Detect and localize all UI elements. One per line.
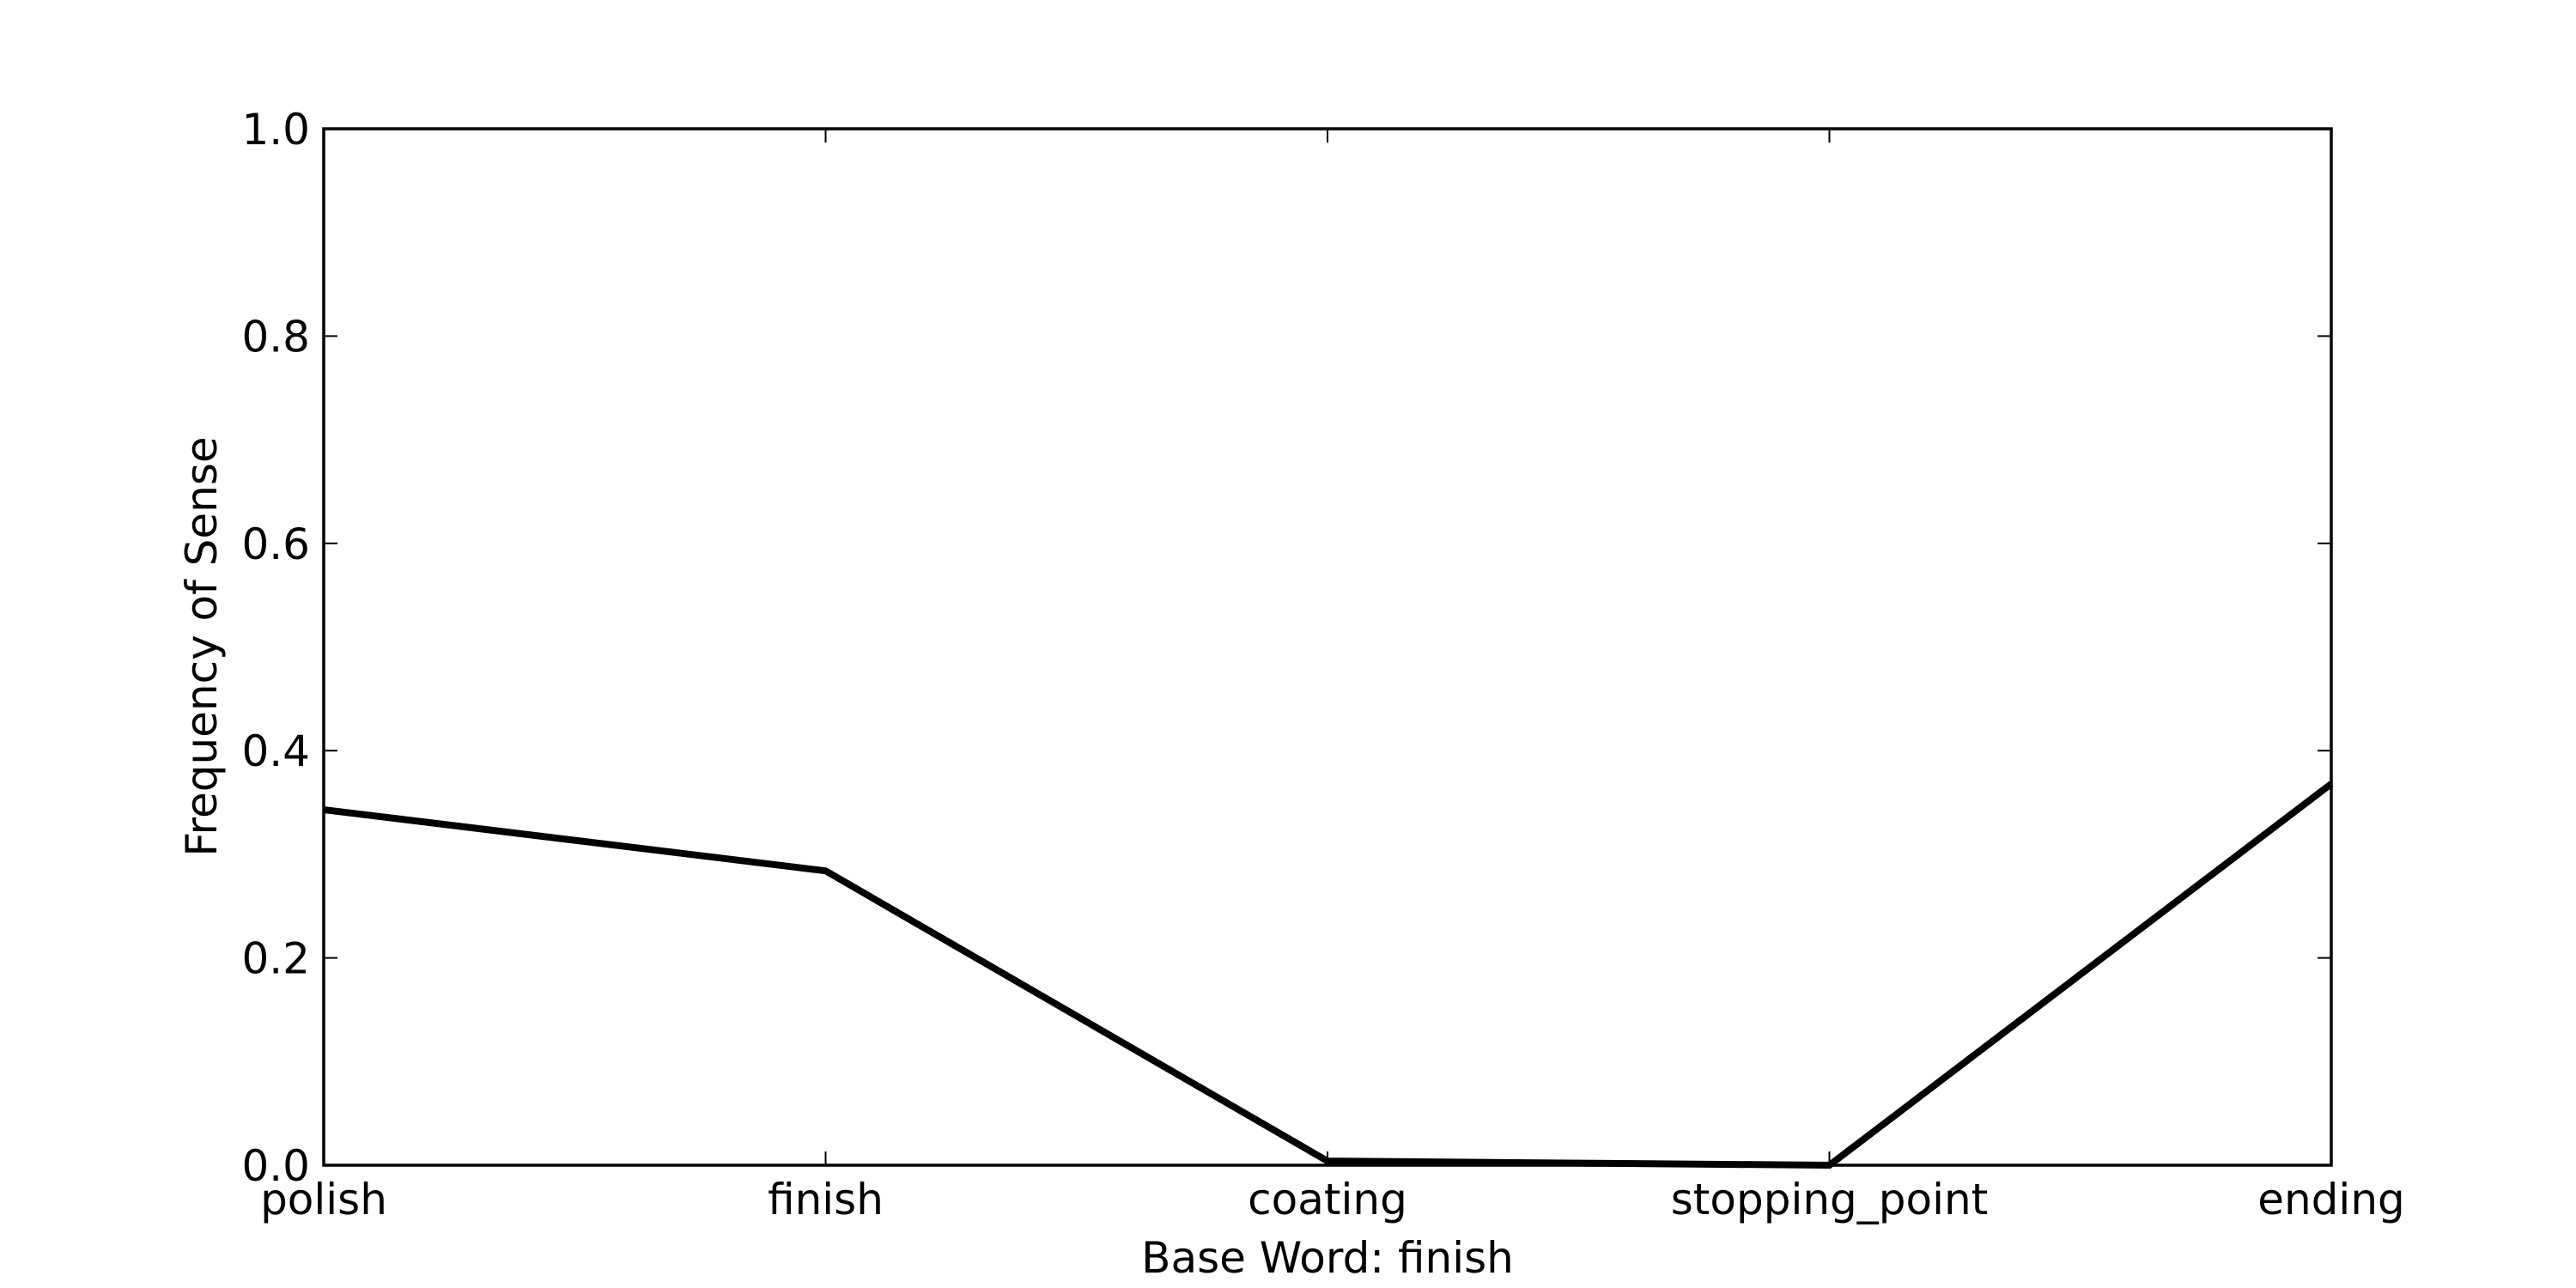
- y-tick-label: 0.2: [241, 934, 310, 984]
- y-tick-label: 0.4: [241, 726, 310, 776]
- x-axis-label: Base Word: finish: [1141, 1233, 1514, 1283]
- y-tick-label: 0.6: [241, 519, 310, 569]
- x-axis-ticks: polish finish coating stopping_point ending: [260, 129, 2405, 1224]
- x-tick-label: polish: [260, 1175, 387, 1224]
- plot-area-frame: [322, 127, 2333, 1167]
- y-axis-label: Frequency of Sense: [177, 436, 227, 856]
- x-tick-label: ending: [2257, 1175, 2405, 1224]
- x-tick-label: finish: [768, 1175, 884, 1224]
- x-tick-label: stopping_point: [1671, 1175, 1989, 1224]
- y-tick-label: 1.0: [241, 105, 310, 155]
- y-axis-ticks: 0.0 0.2 0.4 0.6 0.8 1.0: [241, 105, 2331, 1191]
- x-tick-label: coating: [1248, 1175, 1407, 1224]
- y-tick-label: 0.8: [241, 312, 310, 361]
- series-line: [323, 781, 2334, 1170]
- y-tick-label: 0.0: [241, 1141, 310, 1191]
